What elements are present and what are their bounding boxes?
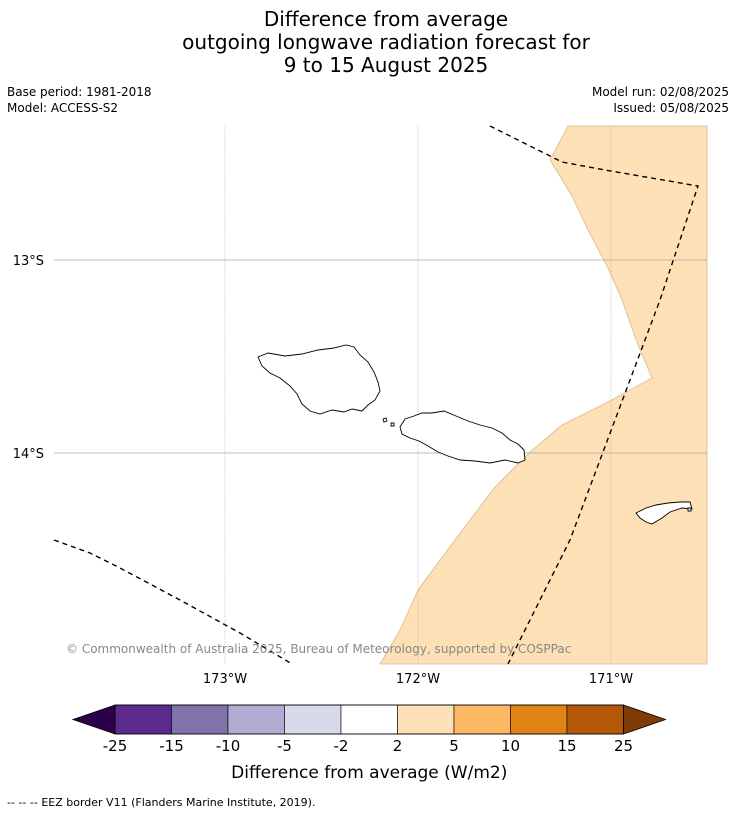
colorbar-bin [171,704,229,735]
aunuu-island [687,507,692,512]
colorbar-bin [566,704,624,735]
lon-label-171w: 171°W [589,672,633,687]
upolu-island [399,410,526,464]
colorbar-bin [340,704,398,735]
lon-label-172w: 172°W [396,672,440,687]
colorbar-bin [227,704,285,735]
anomaly-region-2-5 [379,125,708,665]
eez-border-east [489,125,699,665]
meta-left: Base period: 1981-2018 Model: ACCESS-S2 [7,84,152,116]
colorbar-tick-label: -10 [216,737,241,755]
colorbar-tick-label: -15 [159,737,184,755]
colorbar-extend-low [71,704,116,735]
title-line-3: 9 to 15 August 2025 [283,53,489,77]
eez-legend-text: EEZ border V11 (Flanders Marine Institut… [41,796,316,809]
lat-label-13s: 13°S [13,254,44,269]
copyright-text: © Commonwealth of Australia 2025, Bureau… [66,642,571,656]
savaii-island [257,344,381,415]
colorbar-outline [114,704,624,735]
eez-borders [53,125,699,665]
colorbar-tick-label: 2 [393,737,403,755]
colorbar-bin [397,704,455,735]
manono-island [382,417,388,423]
model-run: Model run: 02/08/2025 [591,85,729,99]
lat-label-14s: 14°S [13,447,44,462]
colorbar-bin [510,704,568,735]
coastlines [257,344,693,525]
colorbar-bin [284,704,342,735]
tutuila-island [635,501,693,525]
colorbar-bin [114,704,172,735]
colorbar-bin [453,704,511,735]
issued-date: Issued: 05/08/2025 [613,101,729,115]
base-period: Base period: 1981-2018 [7,85,152,99]
model-name: Model: ACCESS-S2 [7,101,119,115]
apolima-island [390,422,395,427]
lon-label-173w: 173°W [203,672,247,687]
colorbar-tick-label: 10 [501,737,520,755]
title-line-1: Difference from average [263,7,509,31]
colorbar-tick-label: -25 [103,737,128,755]
colorbar-tick-label: -5 [277,737,292,755]
colorbar-title: Difference from average (W/m2) [231,763,507,783]
colorbar-extend-high [623,704,667,735]
colorbar-tick-label: 25 [614,737,633,755]
colorbar-tick-label: -2 [334,737,349,755]
page-title: Difference from average outgoing longwav… [0,8,736,77]
graticule [54,126,707,664]
colorbar-tick-label: 5 [449,737,459,755]
colorbar-tick-label: 15 [557,737,576,755]
eez-border-southwest [53,539,293,665]
title-line-2: outgoing longwave radiation forecast for [182,30,590,54]
meta-right: Model run: 02/08/2025 Issued: 05/08/2025 [592,84,729,116]
axis-labels: 13°S 14°S 173°W 172°W 171°W [13,254,634,687]
eez-legend-symbol: -- -- -- [7,796,38,809]
footer-legend: -- -- -- EEZ border V11 (Flanders Marine… [7,796,315,809]
